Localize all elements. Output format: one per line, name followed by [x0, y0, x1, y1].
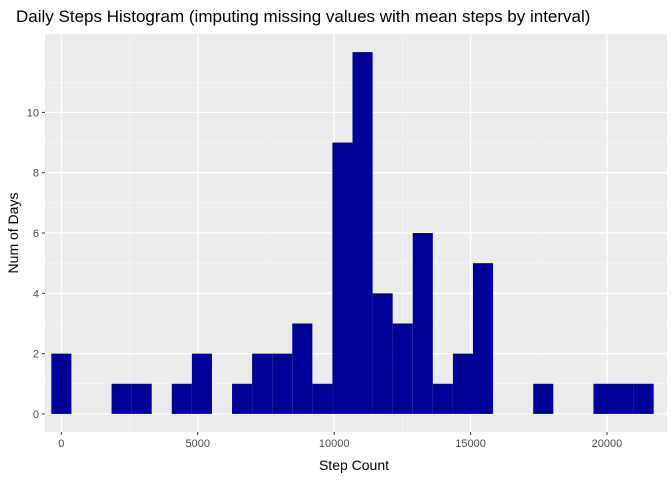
- histogram-bar: [633, 383, 654, 414]
- histogram-bar: [533, 383, 554, 414]
- x-tick-label: 15000: [455, 438, 486, 450]
- y-tick-label: 6: [33, 228, 39, 240]
- chart-title: Daily Steps Histogram (imputing missing …: [16, 7, 590, 26]
- histogram-bar: [252, 353, 273, 414]
- histogram-bar: [332, 142, 353, 414]
- histogram-bar: [292, 323, 313, 414]
- histogram-bar: [312, 383, 333, 414]
- histogram-bar: [232, 383, 253, 414]
- x-axis: 0 5000 10000 15000 20000: [58, 432, 622, 450]
- x-tick-label: 10000: [319, 438, 350, 450]
- x-tick-label: 5000: [186, 438, 210, 450]
- histogram-bar: [51, 353, 72, 414]
- histogram-bar: [272, 353, 293, 414]
- histogram-bar: [593, 383, 614, 414]
- histogram-bar: [352, 52, 373, 414]
- histogram-bar: [131, 383, 152, 414]
- histogram-bar: [111, 383, 132, 414]
- y-tick-label: 10: [27, 107, 39, 119]
- histogram-bar: [191, 353, 212, 414]
- y-axis-title: Num of Days: [5, 193, 21, 274]
- histogram-bar: [432, 383, 453, 414]
- histogram-bar: [452, 353, 473, 414]
- y-tick-label: 2: [33, 349, 39, 361]
- histogram-bar: [412, 233, 433, 414]
- x-tick-label: 20000: [592, 438, 623, 450]
- y-axis: 0 2 4 6 8 10: [27, 107, 45, 421]
- y-tick-label: 4: [33, 288, 39, 300]
- histogram-bar: [392, 323, 413, 414]
- y-tick-label: 8: [33, 168, 39, 180]
- y-tick-label: 0: [33, 409, 39, 421]
- histogram-bar: [472, 263, 494, 414]
- x-tick-label: 0: [58, 438, 64, 450]
- histogram-bar: [372, 293, 393, 414]
- histogram-bar: [613, 383, 634, 414]
- histogram-bar: [171, 383, 192, 414]
- x-axis-title: Step Count: [319, 457, 389, 473]
- histogram-bars: [51, 52, 654, 414]
